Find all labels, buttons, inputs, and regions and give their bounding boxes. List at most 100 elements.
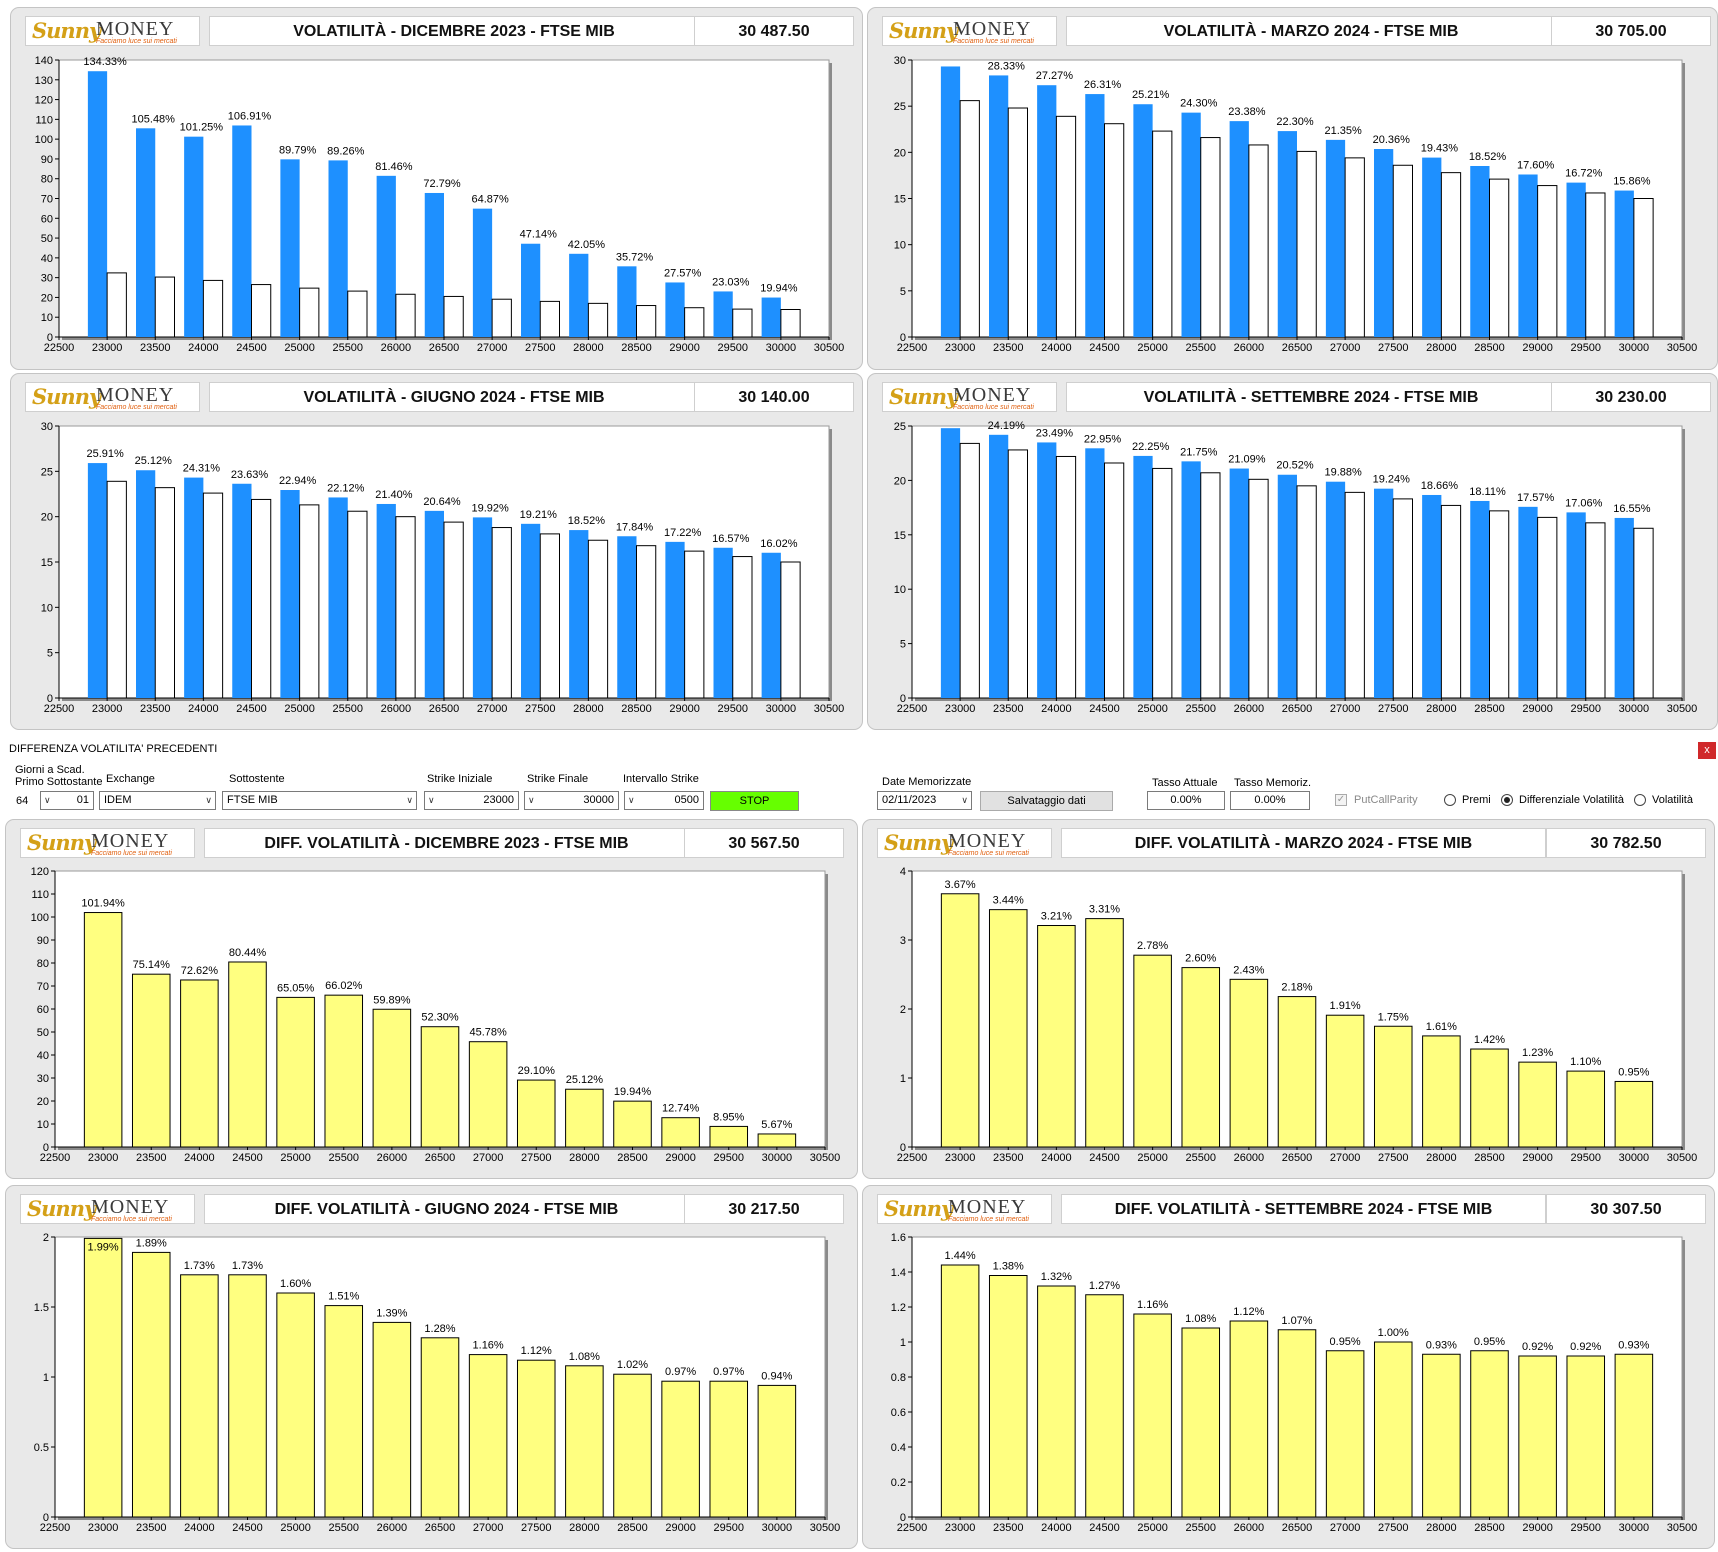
- bar-yellow: [988, 1275, 1028, 1518]
- first-underlying-label: Primo Sottostante: [15, 776, 103, 788]
- x-tick-label: 24500: [1089, 1152, 1120, 1164]
- y-tick-label: 60: [37, 1004, 49, 1016]
- bar-blue: [569, 253, 589, 337]
- bar-blue: [136, 470, 156, 698]
- x-tick-label: 29000: [665, 1152, 696, 1164]
- y-tick-label: 120: [35, 95, 53, 107]
- bar-value-label: 24.19%: [988, 420, 1026, 432]
- exchange-select[interactable]: IDEM ∨: [99, 791, 216, 810]
- bar-value-label: 27.27%: [1036, 70, 1074, 82]
- bar-value-label: 16.55%: [1613, 503, 1651, 515]
- x-tick-label: 29000: [665, 1522, 696, 1534]
- y-tick-label: 0.5: [34, 1442, 49, 1454]
- y-tick-label: 0: [43, 1142, 49, 1154]
- bar-white: [1248, 478, 1269, 699]
- y-tick-label: 15: [894, 194, 906, 206]
- bar-value-label: 22.95%: [1084, 433, 1122, 445]
- bar-yellow: [940, 893, 980, 1148]
- chevron-down-icon: ∨: [428, 795, 435, 805]
- chevron-down-icon: ∨: [961, 795, 968, 805]
- bar-yellow: [1566, 1355, 1606, 1518]
- x-tick-label: 29500: [1570, 1152, 1601, 1164]
- bar-white: [202, 492, 224, 699]
- x-tick-label: 28000: [573, 342, 604, 354]
- x-tick-label: 25500: [1185, 1152, 1216, 1164]
- bar-value-label: 101.94%: [81, 898, 125, 910]
- bar-value-label: 1.89%: [136, 1237, 167, 1249]
- diff-volatility-chart: 0 1 2 3 4 22500 23000 23500 24000 24500 25000 25500…: [897, 866, 1698, 1164]
- x-tick-label: 25500: [1185, 703, 1216, 715]
- strike-start-input[interactable]: ∨ 23000: [424, 791, 519, 810]
- panel-diff-marzo-2024: Sunny MONEY Facciamo luce sui mercati DIFF…: [862, 819, 1715, 1179]
- bar-yellow: [1422, 1035, 1461, 1148]
- bar-blue: [1037, 85, 1057, 337]
- window-title: DIFFERENZA VOLATILITA' PRECEDENTI: [9, 743, 218, 755]
- bar-white: [299, 504, 320, 699]
- x-tick-label: 26500: [1282, 1522, 1313, 1534]
- bar-value-label: 1.91%: [1330, 1000, 1361, 1012]
- strike-interval-input[interactable]: ∨ 0500: [624, 791, 704, 810]
- bar-value-label: 21.75%: [1180, 446, 1218, 458]
- bar-value-label: 19.21%: [520, 509, 558, 521]
- chart-title: VOLATILITÀ - SETTEMBRE 2024 - FTSE MIB: [1066, 382, 1556, 412]
- x-tick-label: 28500: [1474, 342, 1505, 354]
- bar-value-label: 134.33%: [83, 56, 127, 68]
- bar-yellow: [131, 973, 171, 1148]
- current-rate-value[interactable]: 0.00%: [1147, 791, 1225, 810]
- y-tick-label: 0: [47, 332, 53, 344]
- stored-rate-label: Tasso Memoriz.: [1234, 777, 1312, 789]
- panel-vol-giugno-2024: Sunny MONEY Facciamo luce sui mercati VOLA…: [10, 373, 863, 730]
- close-button[interactable]: x: [1698, 742, 1716, 759]
- bar-yellow: [372, 1008, 412, 1148]
- bar-white: [1055, 455, 1077, 699]
- y-tick-label: 100: [31, 912, 49, 924]
- bar-yellow: [709, 1380, 749, 1518]
- x-tick-label: 23000: [945, 342, 976, 354]
- radio-premi[interactable]: [1444, 794, 1456, 806]
- bar-white: [1007, 107, 1028, 338]
- bar-value-label: 19.94%: [760, 283, 798, 295]
- diff-volatility-chart: 0 0.5 1 1.5 2 22500 23000 23500 24000 24500 25000 2…: [34, 1232, 841, 1534]
- strike-end-input[interactable]: ∨ 30000: [524, 791, 619, 810]
- x-tick-label: 23500: [140, 703, 171, 715]
- bar-yellow: [468, 1354, 508, 1518]
- save-data-button[interactable]: Salvataggio dati: [980, 791, 1113, 811]
- bar-value-label: 29.10%: [518, 1065, 556, 1077]
- bar-value-label: 89.79%: [279, 144, 317, 156]
- bar-white: [1537, 185, 1558, 338]
- x-tick-label: 22500: [897, 1522, 928, 1534]
- days-label: Giorni a Scad.: [15, 764, 85, 776]
- bar-value-label: 1.27%: [1089, 1280, 1120, 1292]
- stop-button[interactable]: STOP: [710, 791, 799, 811]
- bar-value-label: 18.66%: [1421, 480, 1459, 492]
- bar-value-label: 3.44%: [993, 895, 1024, 907]
- y-tick-label: 15: [894, 530, 906, 542]
- x-tick-label: 30000: [1619, 342, 1650, 354]
- x-tick-label: 23500: [993, 342, 1024, 354]
- bar-value-label: 1.32%: [1041, 1271, 1072, 1283]
- bar-white: [684, 307, 705, 338]
- radio-volatilita[interactable]: [1634, 794, 1646, 806]
- y-tick-label: 2: [900, 1004, 906, 1016]
- radio-differenziale-volatilita[interactable]: [1501, 794, 1513, 806]
- x-tick-label: 26000: [381, 342, 412, 354]
- bar-yellow: [228, 1274, 267, 1518]
- stored-dates-select[interactable]: 02/11/2023 ∨: [877, 791, 972, 810]
- x-tick-label: 29000: [669, 342, 700, 354]
- underlying-select[interactable]: FTSE MIB ∨: [222, 791, 417, 810]
- y-tick-label: 15: [41, 557, 53, 569]
- chevron-down-icon: ∨: [205, 795, 212, 805]
- bar-value-label: 1.39%: [376, 1307, 407, 1319]
- x-tick-label: 25000: [1137, 703, 1168, 715]
- y-tick-label: 90: [41, 154, 53, 166]
- bar-blue: [1470, 500, 1490, 698]
- bar-value-label: 101.25%: [180, 122, 224, 134]
- x-tick-label: 26500: [425, 1522, 456, 1534]
- x-tick-label: 22500: [897, 342, 928, 354]
- bar-yellow: [420, 1337, 460, 1518]
- putcallparity-checkbox[interactable]: ✓: [1335, 794, 1347, 806]
- bar-blue: [1181, 112, 1201, 337]
- stored-rate-value[interactable]: 0.00%: [1230, 791, 1310, 810]
- first-underlying-select[interactable]: ∨ 01: [40, 791, 94, 810]
- bar-value-label: 22.25%: [1132, 441, 1170, 453]
